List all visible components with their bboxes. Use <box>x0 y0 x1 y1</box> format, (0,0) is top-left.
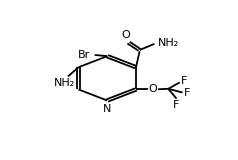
Text: F: F <box>181 76 188 86</box>
Text: N: N <box>103 104 111 114</box>
Text: F: F <box>184 88 190 97</box>
Text: NH₂: NH₂ <box>158 38 179 48</box>
Text: F: F <box>173 100 180 110</box>
Text: O: O <box>121 30 130 40</box>
Text: NH₂: NH₂ <box>54 78 75 88</box>
Text: O: O <box>148 84 157 94</box>
Text: Br: Br <box>78 50 91 60</box>
